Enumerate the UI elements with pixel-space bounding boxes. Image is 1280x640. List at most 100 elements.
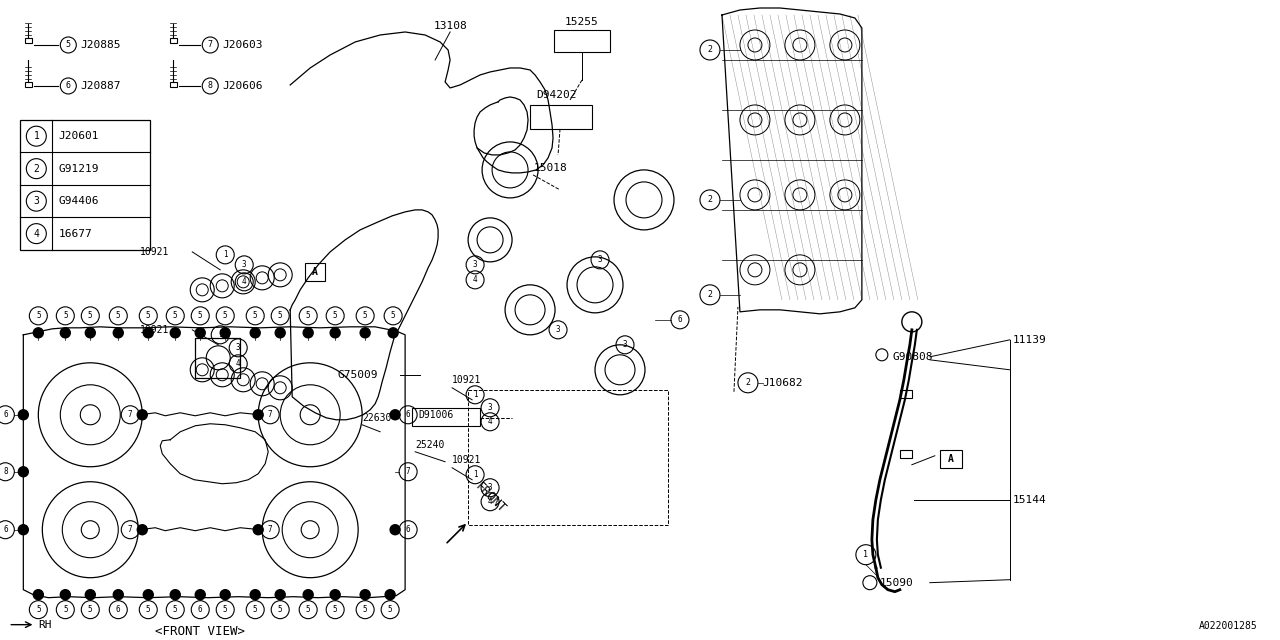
Text: 5: 5 <box>278 311 283 321</box>
Bar <box>170 38 177 43</box>
Text: 5: 5 <box>278 605 283 614</box>
Circle shape <box>390 525 401 534</box>
Text: 3: 3 <box>598 255 603 264</box>
Bar <box>412 408 480 426</box>
Text: A: A <box>312 267 319 277</box>
Bar <box>940 450 961 468</box>
Text: 10921: 10921 <box>452 455 481 465</box>
Circle shape <box>250 589 260 600</box>
Circle shape <box>330 328 340 338</box>
Text: 5: 5 <box>333 311 338 321</box>
Circle shape <box>385 589 396 600</box>
Text: G94406: G94406 <box>59 196 99 206</box>
Text: 7: 7 <box>406 467 411 476</box>
Text: 6: 6 <box>406 410 411 419</box>
Circle shape <box>253 410 264 420</box>
Text: 5: 5 <box>116 311 120 321</box>
Text: 1: 1 <box>472 390 477 399</box>
Text: 5: 5 <box>223 605 228 614</box>
Circle shape <box>60 328 70 338</box>
Text: 5: 5 <box>253 605 257 614</box>
Text: 4: 4 <box>488 417 493 426</box>
Circle shape <box>33 589 44 600</box>
Text: 5: 5 <box>88 311 92 321</box>
Text: 1: 1 <box>864 550 868 559</box>
Circle shape <box>330 589 340 600</box>
Circle shape <box>275 589 285 600</box>
Circle shape <box>137 525 147 534</box>
Bar <box>900 390 911 398</box>
Bar <box>170 82 177 87</box>
Text: 6: 6 <box>116 605 120 614</box>
Text: 1: 1 <box>33 131 40 141</box>
Text: 5: 5 <box>63 311 68 321</box>
Circle shape <box>170 328 180 338</box>
Text: A022001285: A022001285 <box>1199 621 1258 630</box>
Circle shape <box>143 589 154 600</box>
Text: 4: 4 <box>472 275 477 284</box>
Text: G91219: G91219 <box>59 164 99 173</box>
Text: 3: 3 <box>242 260 247 269</box>
Circle shape <box>86 589 95 600</box>
Text: 10921: 10921 <box>141 325 170 335</box>
Text: 5: 5 <box>388 605 393 614</box>
Text: 5: 5 <box>198 311 202 321</box>
Circle shape <box>86 328 95 338</box>
Text: 6: 6 <box>198 605 202 614</box>
Text: 6: 6 <box>406 525 411 534</box>
Text: 3: 3 <box>556 325 561 334</box>
Text: 3: 3 <box>622 340 627 349</box>
Text: 2: 2 <box>708 45 713 54</box>
Bar <box>468 390 668 525</box>
Text: 3: 3 <box>488 403 493 412</box>
Circle shape <box>18 410 28 420</box>
Text: 2: 2 <box>33 164 40 173</box>
Circle shape <box>113 589 123 600</box>
Circle shape <box>250 328 260 338</box>
Text: 4: 4 <box>488 497 493 506</box>
Text: 5: 5 <box>36 311 41 321</box>
Text: 5: 5 <box>333 605 338 614</box>
Text: 15144: 15144 <box>1012 495 1047 505</box>
Text: J20606: J20606 <box>223 81 262 91</box>
Text: 25240: 25240 <box>415 440 444 450</box>
Text: D94202: D94202 <box>536 90 576 100</box>
Text: 3: 3 <box>488 483 493 492</box>
Circle shape <box>113 328 123 338</box>
Text: G90808: G90808 <box>893 352 933 362</box>
Text: 5: 5 <box>223 311 228 321</box>
Text: 4: 4 <box>33 228 40 239</box>
Bar <box>24 82 32 87</box>
Text: 6: 6 <box>3 410 8 419</box>
Bar <box>554 30 611 52</box>
Circle shape <box>388 328 398 338</box>
Circle shape <box>18 467 28 477</box>
Text: 10921: 10921 <box>141 247 170 257</box>
Circle shape <box>196 589 205 600</box>
Text: 13108: 13108 <box>433 21 467 31</box>
Text: 2: 2 <box>708 195 713 204</box>
Bar <box>900 450 911 458</box>
Text: <FRONT VIEW>: <FRONT VIEW> <box>155 625 246 638</box>
Circle shape <box>390 410 401 420</box>
Text: 16677: 16677 <box>59 228 92 239</box>
Text: 11139: 11139 <box>1012 335 1047 345</box>
Circle shape <box>303 328 314 338</box>
Bar <box>20 120 150 250</box>
Circle shape <box>170 589 180 600</box>
Text: 15090: 15090 <box>879 578 914 588</box>
Text: 5: 5 <box>306 311 311 321</box>
Text: J10682: J10682 <box>762 378 803 388</box>
Text: 22630: 22630 <box>362 413 392 423</box>
Text: 3: 3 <box>236 343 241 352</box>
Text: 6: 6 <box>3 525 8 534</box>
Bar <box>530 105 593 129</box>
Text: A: A <box>948 454 954 464</box>
Text: 15018: 15018 <box>534 163 568 173</box>
Circle shape <box>275 328 285 338</box>
Text: 1: 1 <box>218 330 223 339</box>
Circle shape <box>137 410 147 420</box>
Circle shape <box>33 328 44 338</box>
Text: 2: 2 <box>745 378 750 387</box>
Text: 5: 5 <box>88 605 92 614</box>
